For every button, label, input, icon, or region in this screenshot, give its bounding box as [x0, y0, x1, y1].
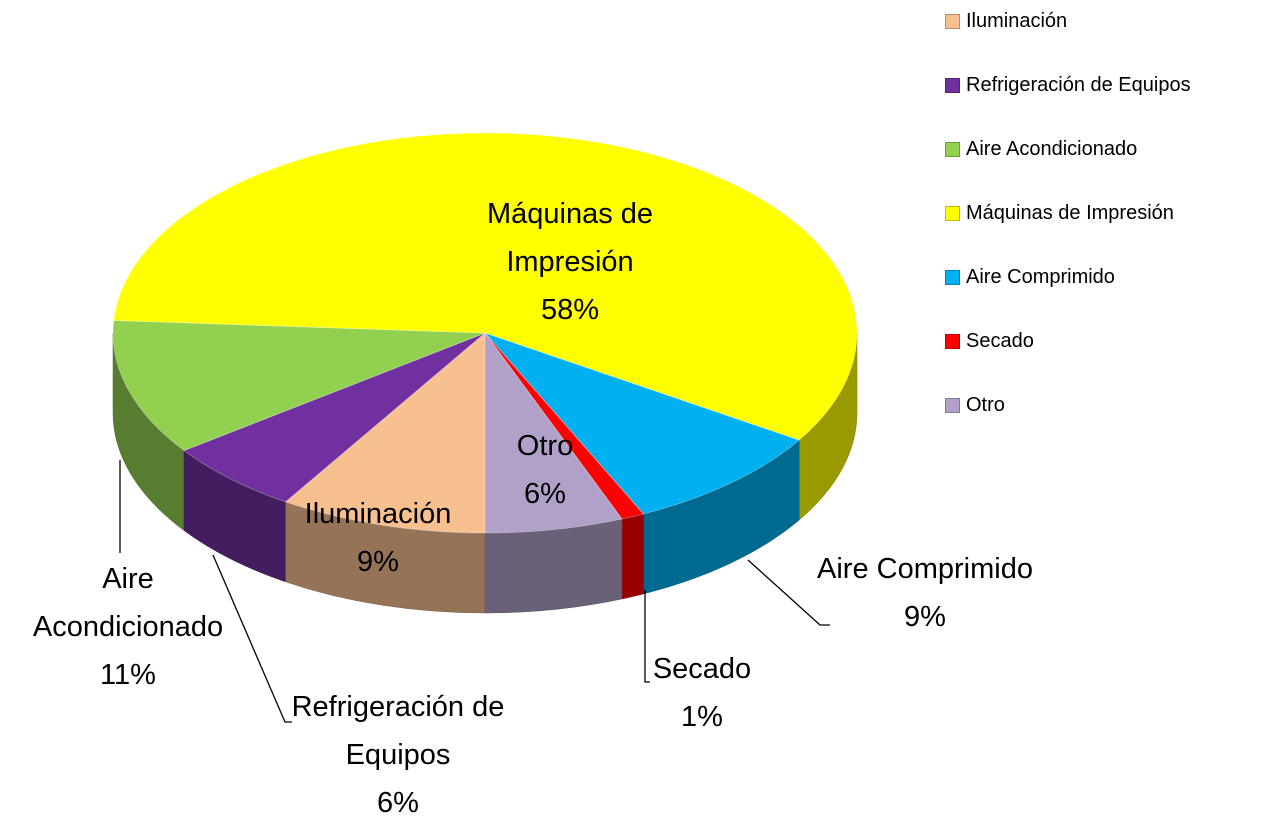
slice — [483, 332, 800, 515]
legend-swatch — [945, 398, 960, 413]
leader-line — [212, 554, 292, 723]
legend-label: Refrigeración de Equipos — [966, 74, 1191, 96]
slice — [183, 332, 486, 503]
legend-label: Aire Comprimido — [966, 266, 1115, 288]
leader-line — [747, 559, 830, 626]
legend-swatch — [945, 142, 960, 157]
data-label-name: Refrigeración de Equipos — [291, 691, 505, 771]
leader-lines — [119, 460, 830, 723]
legend-swatch — [945, 78, 960, 93]
data-label: Máquinas de Impresión 58% — [460, 190, 680, 334]
data-label-value: 6% — [524, 478, 566, 510]
data-label-value: 58% — [540, 294, 600, 326]
leader-line — [644, 590, 650, 683]
data-label-value: 1% — [681, 701, 723, 733]
legend-swatch — [945, 334, 960, 349]
data-label-value: 11% — [100, 659, 156, 691]
legend-label: Otro — [966, 394, 1005, 416]
data-label: Secado 1% — [637, 645, 767, 741]
data-label-name: Secado — [652, 653, 752, 685]
slice — [113, 132, 858, 441]
slice-side — [183, 450, 286, 583]
data-label-value: 9% — [904, 601, 946, 633]
legend-label: Aire Acondicionado — [966, 138, 1138, 160]
legend-item: Otro — [945, 394, 1005, 417]
data-label: Aire Comprimido 9% — [815, 545, 1035, 641]
legend-label: Máquinas de Impresión — [966, 202, 1174, 224]
data-label-name: Aire Comprimido — [817, 553, 1033, 585]
slice — [112, 320, 486, 452]
data-label-name: Aire Acondicionado — [32, 563, 224, 643]
legend-swatch — [945, 206, 960, 221]
legend-item: Secado — [945, 330, 1034, 353]
slice-side — [621, 513, 644, 600]
data-label: Iluminación 9% — [278, 490, 478, 586]
slice — [284, 332, 486, 534]
data-label-value: 6% — [377, 787, 419, 818]
data-label-name: Iluminación — [304, 498, 452, 530]
data-label-value: 9% — [357, 546, 399, 578]
legend-item: Aire Comprimido — [945, 266, 1115, 289]
legend-label: Iluminación — [966, 10, 1068, 32]
legend-swatch — [945, 14, 960, 29]
legend-swatch — [945, 270, 960, 285]
legend-label: Secado — [966, 330, 1034, 352]
data-label: Refrigeración de Equipos 6% — [283, 683, 513, 818]
slice — [484, 332, 645, 520]
data-label-name: Otro — [516, 430, 574, 462]
legend-item: Máquinas de Impresión — [945, 202, 1174, 225]
data-label: Aire Acondicionado 11% — [18, 555, 238, 699]
data-label: Otro 6% — [495, 422, 595, 518]
legend-item: Iluminación — [945, 10, 1067, 33]
slice — [484, 331, 623, 534]
legend-item: Aire Acondicionado — [945, 138, 1137, 161]
data-label-name: Máquinas de Impresión — [486, 198, 654, 278]
legend-item: Refrigeración de Equipos — [945, 74, 1191, 97]
